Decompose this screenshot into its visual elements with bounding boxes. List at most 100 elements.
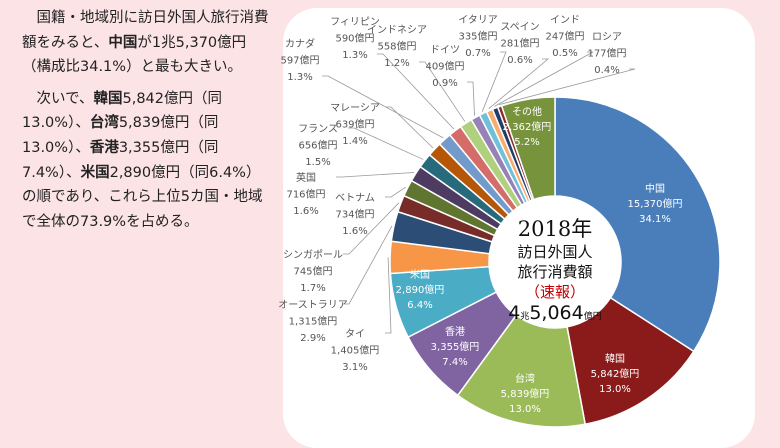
- total-num: 5,064: [529, 302, 583, 324]
- slice-label-value: 734億円: [335, 208, 374, 221]
- bold-country: 香港: [89, 139, 119, 156]
- slice-label-percent: 3.1%: [342, 362, 367, 373]
- slice-2: [456, 314, 587, 428]
- slice-label-name: イタリア: [458, 14, 498, 26]
- text: 国籍・地域別に訪日外国人旅行消費額をみると、: [22, 10, 269, 51]
- leader-line: [336, 172, 415, 178]
- leader-line: [498, 68, 636, 106]
- text: 2,890億円（同6.4%）の順であり、これら上位5カ国・地域で全体の73.9%…: [22, 164, 263, 230]
- slice-label-name: フィリピン: [330, 16, 380, 28]
- slice-label-name: 台湾: [515, 372, 535, 385]
- total-num: 4: [508, 302, 520, 324]
- text: が1兆5,370億円（構成比34.1%）と最も大きい。: [22, 34, 247, 76]
- slice-1: [566, 296, 695, 426]
- slice-label-value: 5,839億円: [501, 387, 550, 400]
- slice-label-value: 1,405億円: [331, 344, 380, 357]
- text: 5,842億円（同13.0%）、: [22, 90, 223, 132]
- leader-line: [348, 127, 424, 160]
- slice-label-value: 2,890億円: [396, 283, 445, 296]
- slice-label-name: タイ: [345, 328, 365, 340]
- slice-label-value: 590億円: [335, 32, 374, 45]
- text: 3,355億円（同7.4%）、: [22, 139, 219, 181]
- leader-line: [322, 75, 444, 139]
- leader-line: [467, 81, 475, 116]
- slice-label-name: 米国: [410, 268, 430, 281]
- leader-line: [385, 257, 392, 334]
- leader-line: [481, 51, 507, 112]
- text: 次いで、: [36, 90, 94, 107]
- slice-label-name: 中国: [645, 182, 665, 195]
- slice-label-percent: 1.7%: [300, 283, 325, 294]
- slice-label-percent: 13.0%: [599, 384, 631, 395]
- leader-line: [494, 51, 594, 107]
- center-line2: 旅行消費額: [517, 263, 592, 281]
- leader-line: [377, 53, 455, 130]
- slice-label-name: オーストラリア: [278, 299, 348, 311]
- slice-label-percent: 5.2%: [514, 137, 539, 148]
- slice-label-value: 745億円: [293, 265, 332, 278]
- text: 5,839億円（同13.0%）、: [22, 115, 219, 156]
- center-year: 2018年: [518, 217, 592, 241]
- slice-label-name: インドネシア: [367, 24, 427, 36]
- slice-label-name: マレーシア: [330, 103, 380, 114]
- slice-label-percent: 1.2%: [384, 58, 409, 69]
- slice-label-percent: 2.9%: [300, 333, 325, 344]
- slice-label-value: 247億円: [545, 30, 584, 43]
- slice-label-percent: 0.7%: [465, 48, 490, 59]
- leader-line: [385, 106, 434, 149]
- slice-label-name: ロシア: [592, 32, 622, 43]
- slice-label-name: その他: [512, 105, 542, 118]
- slice-label-value: 2,362億円: [503, 120, 552, 133]
- slice-label-value: 281億円: [500, 37, 539, 50]
- total-unit: 億円: [584, 310, 602, 322]
- slice-label-value: 597億円: [280, 54, 319, 67]
- slice-label-percent: 0.6%: [507, 55, 532, 66]
- bold-country: 米国: [80, 164, 110, 181]
- slice-label-name: インド: [550, 15, 580, 26]
- slice-label-percent: 1.3%: [342, 50, 367, 61]
- slice-20: [500, 96, 556, 201]
- slice-label-percent: 1.4%: [342, 136, 367, 147]
- leader-line: [488, 58, 550, 110]
- leader-line: [419, 61, 466, 122]
- slice-label-percent: 7.4%: [442, 357, 467, 368]
- bold-country: 中国: [108, 34, 138, 51]
- donut-chart: 中国 15,370億円 34.1% 韓国 5,842億円 13.0% 台湾 5,839億円 13…: [278, 14, 721, 428]
- slice-label-name: スペイン: [500, 22, 539, 33]
- slice-label-percent: 13.0%: [509, 404, 541, 415]
- slice-label-value: 335億円: [458, 30, 497, 43]
- slice-label-value: 1,315億円: [289, 315, 338, 328]
- slice-label-value: 3,355億円: [431, 340, 480, 353]
- bold-country: 韓国: [93, 90, 123, 107]
- leader-line: [343, 225, 393, 305]
- slice-label-percent: 0.9%: [432, 78, 457, 89]
- slice-label-name: 韓国: [605, 353, 625, 365]
- slice-label-value: 5,842億円: [591, 367, 640, 380]
- slice-label-name: フランス: [298, 123, 338, 135]
- slice-label-percent: 1.3%: [287, 72, 312, 83]
- slice-label-name: カナダ: [285, 37, 315, 50]
- slice-label-percent: 1.6%: [342, 226, 367, 237]
- slice-label-value: 177億円: [587, 47, 626, 60]
- slice-label-name: ドイツ: [430, 45, 460, 56]
- slice-0: [554, 96, 721, 353]
- summary-paragraph-1: 国籍・地域別に訪日外国人旅行消費額をみると、中国が1兆5,370億円（構成比34…: [22, 6, 272, 80]
- center-label: 2018年 訪日外国人 旅行消費額 （速報） 4兆5,064億円: [508, 217, 602, 324]
- slice-label-name: シンガポール: [283, 249, 343, 261]
- leader-line: [343, 202, 400, 255]
- bold-country: 台湾: [89, 115, 119, 132]
- slice-label-value: 409億円: [425, 60, 464, 73]
- slice-label-value: 558億円: [377, 40, 416, 53]
- slice-label-percent: 1.5%: [305, 157, 330, 168]
- slice-label-percent: 6.4%: [407, 300, 432, 311]
- slice-label-percent: 1.6%: [293, 206, 318, 217]
- summary-text: 国籍・地域別に訪日外国人旅行消費額をみると、中国が1兆5,370億円（構成比34…: [22, 6, 272, 241]
- slice-label-percent: 34.1%: [639, 214, 671, 225]
- slice-label-percent: 0.4%: [594, 65, 619, 76]
- slice-label-value: 656億円: [298, 139, 337, 152]
- slice-label-percent: 0.5%: [552, 48, 577, 59]
- center-line1: 訪日外国人: [517, 243, 592, 261]
- slice-label-value: 15,370億円: [628, 197, 683, 210]
- summary-paragraph-2: 次いで、韓国5,842億円（同13.0%）、台湾5,839億円（同13.0%）、…: [22, 87, 272, 235]
- leader-line: [385, 186, 406, 198]
